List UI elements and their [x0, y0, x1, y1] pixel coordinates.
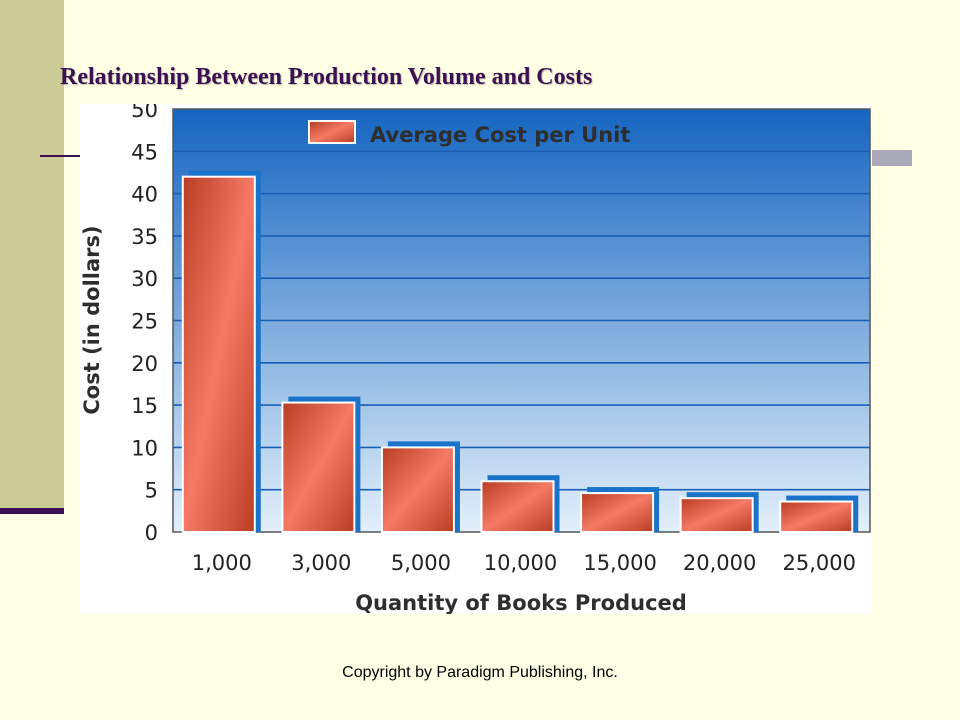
bar: [380, 446, 455, 533]
y-tick-label: 5: [145, 479, 158, 503]
y-tick-label: 40: [131, 183, 158, 207]
bar: [480, 480, 555, 533]
x-axis-ticks: 1,000 3,000 5,000 10,000 15,000 20,000 25,000: [192, 551, 856, 575]
bar: [181, 175, 256, 534]
title-rule-gray-segment: [872, 150, 912, 166]
bars: [181, 170, 859, 534]
legend-swatch: [308, 120, 356, 144]
bar: [580, 492, 655, 534]
y-tick-label: 35: [131, 225, 158, 249]
x-tick-label: 15,000: [583, 551, 656, 575]
bar: [679, 497, 754, 534]
y-axis-label: Cost (in dollars): [80, 225, 104, 414]
x-tick-label: 1,000: [192, 551, 252, 575]
x-tick-label: 10,000: [484, 551, 557, 575]
y-tick-label: 10: [131, 436, 158, 460]
x-tick-label: 25,000: [782, 551, 855, 575]
x-tick-label: 20,000: [683, 551, 756, 575]
y-tick-label: 0: [145, 521, 158, 545]
y-axis-ticks: 0 5 10 15 20 25 30 35 40 45 50: [131, 104, 158, 545]
x-tick-label: 5,000: [391, 551, 451, 575]
copyright-footer: Copyright by Paradigm Publishing, Inc.: [342, 664, 618, 681]
left-accent-band: [0, 0, 64, 510]
bar: [281, 401, 356, 534]
x-axis-label: Quantity of Books Produced: [355, 591, 687, 614]
legend-label: Average Cost per Unit: [370, 123, 630, 147]
bar: [779, 500, 854, 534]
y-tick-label: 50: [131, 104, 158, 122]
y-tick-label: 15: [131, 394, 158, 418]
y-tick-label: 45: [131, 140, 158, 164]
x-tick-label: 3,000: [291, 551, 351, 575]
bar-chart: 0 5 10 15 20 25 30 35 40 45 50 1,000 3,000 5,000 10,0…: [80, 104, 871, 614]
y-tick-label: 20: [131, 352, 158, 376]
slide-title: Relationship Between Production Volume a…: [60, 64, 593, 90]
y-tick-label: 25: [131, 310, 158, 334]
y-tick-label: 30: [131, 267, 158, 291]
legend: Average Cost per Unit: [308, 120, 630, 147]
chart-card: 0 5 10 15 20 25 30 35 40 45 50 1,000 3,000 5,000 10,0…: [80, 104, 872, 614]
band-bottom-rule: [0, 508, 64, 514]
